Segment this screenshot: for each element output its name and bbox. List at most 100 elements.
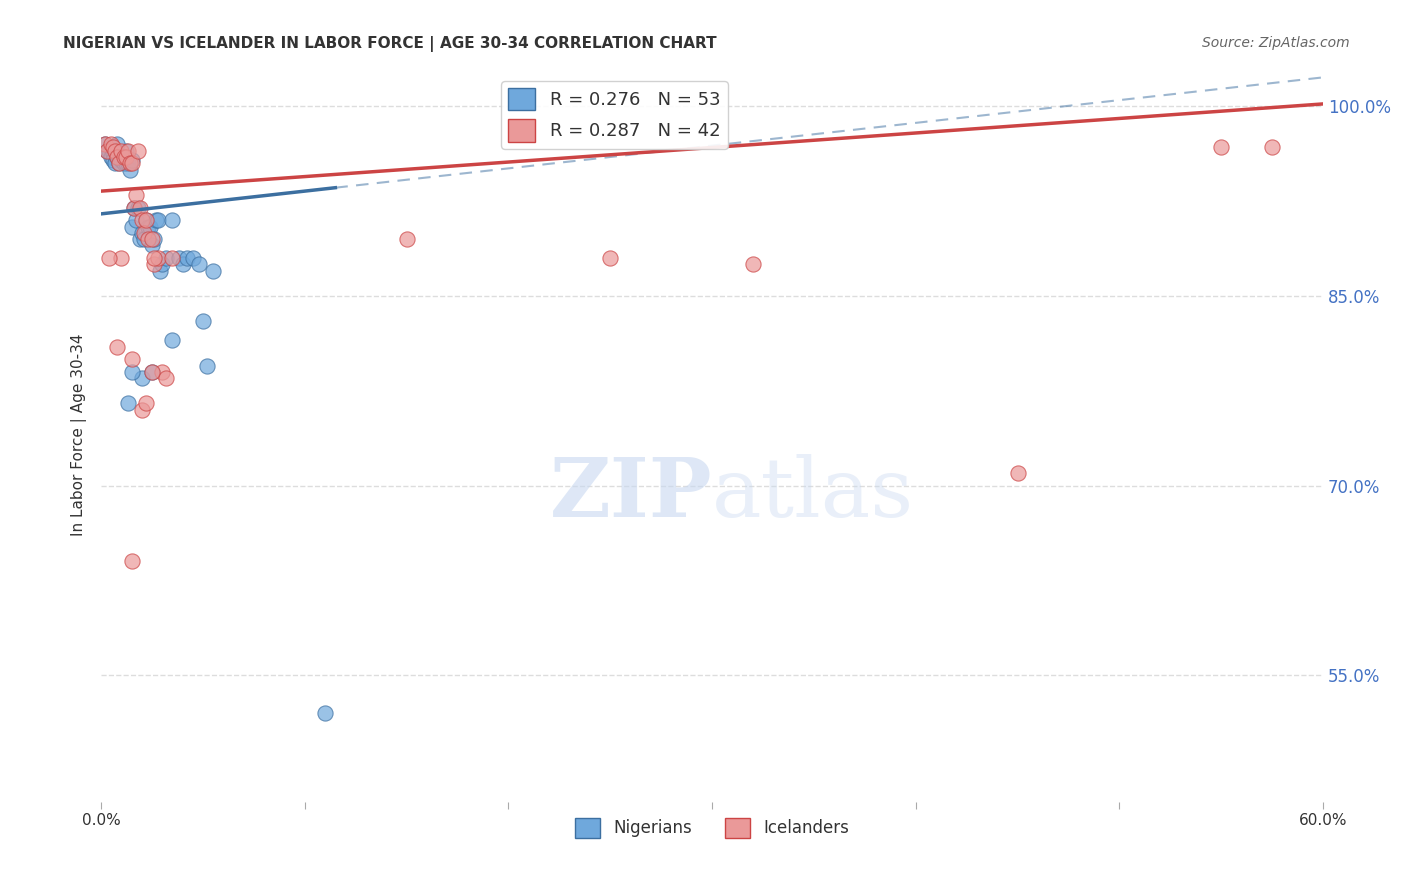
Point: [150, 365, 173, 379]
Point: [146, 251, 169, 265]
Point: [150, 257, 173, 271]
Point: [599, 251, 621, 265]
Point: [135, 396, 157, 410]
Point: [131, 371, 153, 385]
Point: [128, 232, 150, 246]
Point: [172, 257, 194, 271]
Point: [141, 365, 163, 379]
Point: [191, 314, 214, 328]
Point: [110, 153, 132, 167]
Text: NIGERIAN VS ICELANDER IN LABOR FORCE | AGE 30-34 CORRELATION CHART: NIGERIAN VS ICELANDER IN LABOR FORCE | A…: [63, 36, 717, 52]
Point: [112, 150, 135, 164]
Point: [143, 257, 166, 271]
Point: [132, 232, 155, 246]
Point: [100, 137, 122, 152]
Point: [94, 137, 117, 152]
Point: [107, 150, 129, 164]
Point: [131, 402, 153, 417]
Legend: Nigerians, Icelanders: Nigerians, Icelanders: [568, 811, 856, 845]
Point: [121, 219, 143, 234]
Point: [145, 213, 167, 227]
Point: [117, 396, 139, 410]
Point: [107, 150, 129, 164]
Point: [136, 232, 159, 246]
Point: [143, 251, 166, 265]
Point: [127, 144, 149, 158]
Point: [1007, 466, 1029, 480]
Point: [155, 371, 177, 385]
Point: [139, 219, 162, 234]
Point: [107, 340, 129, 354]
Text: atlas: atlas: [711, 454, 914, 533]
Text: ZIP: ZIP: [550, 454, 711, 533]
Point: [155, 251, 177, 265]
Point: [314, 706, 336, 720]
Y-axis label: In Labor Force | Age 30-34: In Labor Force | Age 30-34: [72, 334, 87, 536]
Point: [114, 144, 136, 158]
Point: [121, 153, 143, 167]
Point: [118, 156, 141, 170]
Point: [112, 156, 135, 170]
Point: [110, 150, 132, 164]
Point: [125, 188, 148, 202]
Point: [135, 213, 157, 227]
Point: [110, 144, 132, 158]
Point: [128, 201, 150, 215]
Point: [141, 365, 163, 379]
Point: [143, 232, 166, 246]
Point: [117, 144, 139, 158]
Point: [167, 251, 190, 265]
Point: [136, 219, 159, 234]
Point: [100, 150, 122, 164]
Point: [96, 144, 118, 158]
Text: Source: ZipAtlas.com: Source: ZipAtlas.com: [1202, 36, 1350, 50]
Point: [107, 147, 129, 161]
Point: [1261, 140, 1284, 154]
Point: [114, 156, 136, 170]
Point: [146, 213, 169, 227]
Point: [149, 264, 172, 278]
Point: [98, 144, 121, 158]
Point: [108, 156, 131, 170]
Point: [107, 137, 129, 152]
Point: [162, 251, 184, 265]
Point: [202, 264, 225, 278]
Point: [110, 251, 132, 265]
Point: [121, 352, 143, 367]
Point: [1211, 140, 1233, 154]
Point: [108, 156, 131, 170]
Point: [121, 365, 143, 379]
Point: [122, 201, 145, 215]
Point: [117, 156, 139, 170]
Point: [121, 554, 143, 568]
Point: [121, 156, 143, 170]
Point: [132, 226, 155, 240]
Point: [162, 213, 184, 227]
Point: [114, 150, 136, 164]
Point: [195, 359, 218, 373]
Point: [103, 153, 125, 167]
Point: [131, 213, 153, 227]
Point: [181, 251, 204, 265]
Point: [141, 232, 163, 246]
Point: [125, 213, 148, 227]
Point: [141, 238, 163, 252]
Point: [94, 137, 117, 152]
Point: [104, 144, 127, 158]
Point: [104, 156, 127, 170]
Point: [162, 333, 184, 347]
Point: [395, 232, 418, 246]
Point: [103, 146, 125, 161]
Point: [187, 257, 209, 271]
Point: [104, 144, 127, 158]
Point: [100, 140, 122, 154]
Point: [98, 251, 121, 265]
Point: [741, 257, 763, 271]
Point: [135, 213, 157, 227]
Point: [122, 201, 145, 215]
Point: [96, 144, 118, 158]
Point: [103, 140, 125, 154]
Point: [131, 226, 153, 240]
Point: [118, 162, 141, 177]
Point: [127, 201, 149, 215]
